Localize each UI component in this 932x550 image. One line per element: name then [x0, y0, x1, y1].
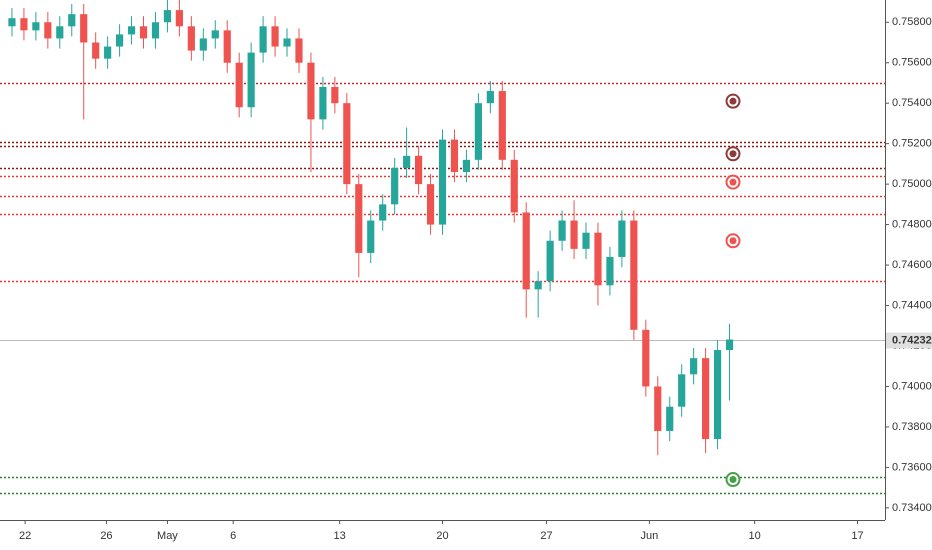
y-tick-label: 0.75800	[892, 16, 932, 28]
candle-body	[498, 91, 506, 160]
x-tick-label: 27	[540, 530, 552, 542]
candle-body	[139, 26, 148, 39]
x-tick-label: 22	[19, 530, 31, 542]
candle-body	[68, 14, 76, 27]
candle-body	[403, 155, 411, 168]
x-tick-label: Jun	[641, 530, 659, 542]
candle-body	[462, 159, 471, 172]
candle-body	[414, 155, 423, 185]
current-price-box	[886, 332, 932, 349]
candle-body	[343, 103, 351, 185]
y-tick-label: 0.74800	[892, 218, 932, 230]
candle-body	[355, 184, 363, 253]
y-tick-label: 0.73400	[892, 502, 932, 514]
y-tick-label: 0.73800	[892, 421, 932, 433]
y-tick-label: 0.75400	[892, 97, 932, 109]
candle-body	[235, 62, 243, 108]
y-tick-label: 0.75200	[892, 138, 932, 150]
candle-body	[223, 30, 231, 63]
candle-body	[702, 358, 710, 440]
candle-body	[259, 26, 267, 53]
y-tick-label: 0.75000	[892, 178, 932, 190]
alert-dot	[729, 476, 737, 484]
candle-body	[187, 26, 195, 51]
candle-body	[642, 329, 650, 387]
x-tick-label: 10	[749, 530, 761, 542]
candle-body	[725, 339, 734, 351]
y-tick-label: 0.73600	[892, 461, 932, 473]
candle-body	[127, 26, 136, 35]
candle-body	[32, 22, 40, 31]
candle-body	[666, 406, 674, 431]
candle-body	[474, 103, 482, 160]
candle-body	[678, 374, 686, 407]
candle-body	[570, 220, 578, 249]
candle-body	[594, 232, 602, 286]
x-tick-label: May	[157, 530, 178, 542]
alert-dot	[729, 237, 737, 245]
candle-body	[606, 256, 614, 286]
candle-body	[546, 240, 554, 282]
y-tick-label: 0.74400	[892, 299, 932, 311]
candle-body	[307, 62, 315, 120]
candle-body	[654, 386, 662, 431]
candle-body	[56, 26, 64, 39]
x-tick-label: 26	[100, 530, 112, 542]
alert-dot	[729, 178, 737, 186]
candle-body	[486, 91, 494, 104]
candle-body	[319, 87, 327, 120]
alert-dot	[729, 97, 737, 105]
candle-body	[558, 220, 566, 241]
candle-body	[331, 87, 339, 104]
candle-body	[295, 38, 303, 63]
candle-body	[426, 184, 435, 225]
alert-dot	[729, 150, 737, 158]
candle-body	[522, 212, 530, 290]
candle-body	[211, 30, 219, 39]
candle-body	[20, 18, 28, 31]
candle-body	[438, 139, 447, 225]
candle-body	[450, 139, 459, 172]
candle-body	[8, 18, 16, 27]
candle-body	[247, 52, 255, 108]
candle-body	[618, 220, 626, 257]
candle-body	[80, 14, 88, 43]
candle-body	[151, 22, 160, 39]
candle-body	[391, 167, 399, 205]
candle-body	[163, 10, 172, 23]
candle-body	[510, 159, 518, 213]
y-tick-label: 0.74000	[892, 380, 932, 392]
candle-body	[582, 232, 590, 249]
y-tick-label: 0.74600	[892, 259, 932, 271]
y-tick-label: 0.75600	[892, 57, 932, 69]
x-tick-label: 20	[436, 530, 448, 542]
candle-body	[271, 26, 279, 47]
candle-body	[630, 220, 638, 330]
candle-body	[104, 46, 112, 59]
candle-body	[199, 38, 207, 51]
candle-body	[690, 358, 698, 375]
candle-body	[92, 42, 100, 59]
x-tick-label: 17	[851, 530, 863, 542]
candle-body	[175, 10, 183, 27]
current-price-label: 0.74232	[892, 334, 932, 346]
candle-body	[283, 38, 291, 47]
candle-body	[44, 22, 52, 39]
candle-body	[367, 220, 375, 253]
x-tick-label: 6	[230, 530, 236, 542]
candle-body	[116, 34, 124, 47]
candle-body	[534, 281, 542, 290]
candle-body	[379, 204, 387, 221]
x-tick-label: 13	[334, 530, 346, 542]
candle-body	[713, 350, 722, 440]
